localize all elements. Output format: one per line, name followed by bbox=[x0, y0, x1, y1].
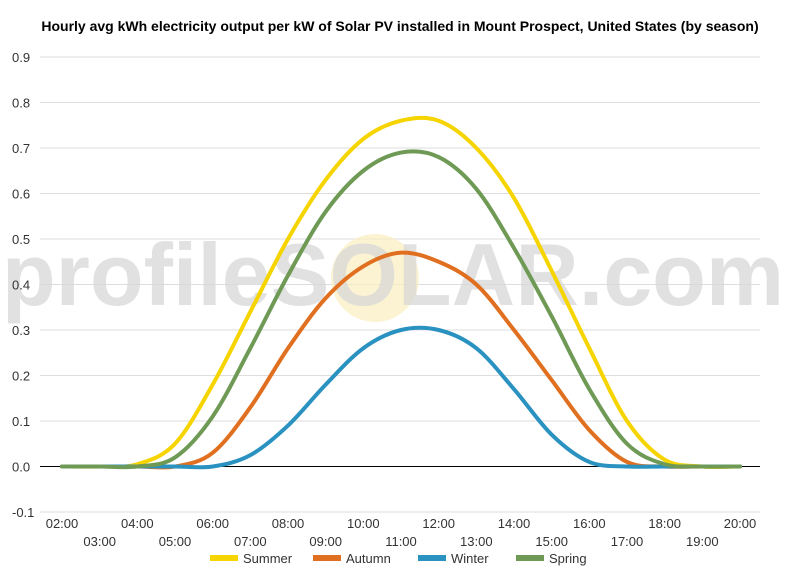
y-tick-label: 0.8 bbox=[12, 96, 30, 111]
legend-label-spring: Spring bbox=[549, 551, 587, 566]
watermark-sun-logo bbox=[331, 234, 419, 322]
x-tick-label: 13:00 bbox=[460, 534, 493, 549]
legend-swatch-spring bbox=[516, 555, 544, 561]
series-line-spring bbox=[60, 149, 742, 470]
x-tick-label: 12:00 bbox=[422, 516, 455, 531]
legend-swatch-winter bbox=[418, 555, 446, 561]
y-tick-label: 0.6 bbox=[12, 187, 30, 202]
x-tick-label: 16:00 bbox=[573, 516, 606, 531]
x-tick-label: 09:00 bbox=[309, 534, 342, 549]
x-tick-label: 05:00 bbox=[159, 534, 192, 549]
y-tick-label: 0.4 bbox=[12, 278, 30, 293]
x-tick-label: 17:00 bbox=[611, 534, 644, 549]
y-tick-label: 0.7 bbox=[12, 141, 30, 156]
x-tick-label: 10:00 bbox=[347, 516, 380, 531]
series-line-summer bbox=[60, 115, 742, 470]
chart-title: Hourly avg kWh electricity output per kW… bbox=[41, 18, 759, 34]
watermark-text: profileSOLAR.com bbox=[2, 225, 784, 324]
x-tick-label: 11:00 bbox=[385, 534, 417, 549]
x-tick-label: 18:00 bbox=[648, 516, 681, 531]
legend-swatch-summer bbox=[210, 555, 238, 561]
x-tick-label: 07:00 bbox=[234, 534, 267, 549]
y-tick-label: 0.0 bbox=[12, 460, 30, 475]
x-tick-label: 03:00 bbox=[83, 534, 116, 549]
x-tick-label: 02:00 bbox=[46, 516, 79, 531]
legend-label-autumn: Autumn bbox=[346, 551, 391, 566]
series-line-winter bbox=[60, 325, 742, 470]
y-tick-label: 0.3 bbox=[12, 323, 30, 338]
y-tick-label: 0.5 bbox=[12, 232, 30, 247]
x-tick-label: 14:00 bbox=[498, 516, 531, 531]
y-tick-label: 0.2 bbox=[12, 369, 30, 384]
x-tick-label: 04:00 bbox=[121, 516, 154, 531]
x-tick-label: 15:00 bbox=[535, 534, 568, 549]
legend-label-winter: Winter bbox=[451, 551, 489, 566]
legend-swatch-autumn bbox=[313, 555, 341, 561]
x-tick-label: 19:00 bbox=[686, 534, 719, 549]
x-tick-label: 20:00 bbox=[724, 516, 757, 531]
y-tick-label: -0.1 bbox=[12, 505, 34, 520]
legend-label-summer: Summer bbox=[243, 551, 293, 566]
y-tick-label: 0.1 bbox=[12, 414, 30, 429]
y-tick-label: 0.9 bbox=[12, 50, 30, 65]
x-tick-label: 06:00 bbox=[196, 516, 229, 531]
x-tick-label: 08:00 bbox=[272, 516, 305, 531]
